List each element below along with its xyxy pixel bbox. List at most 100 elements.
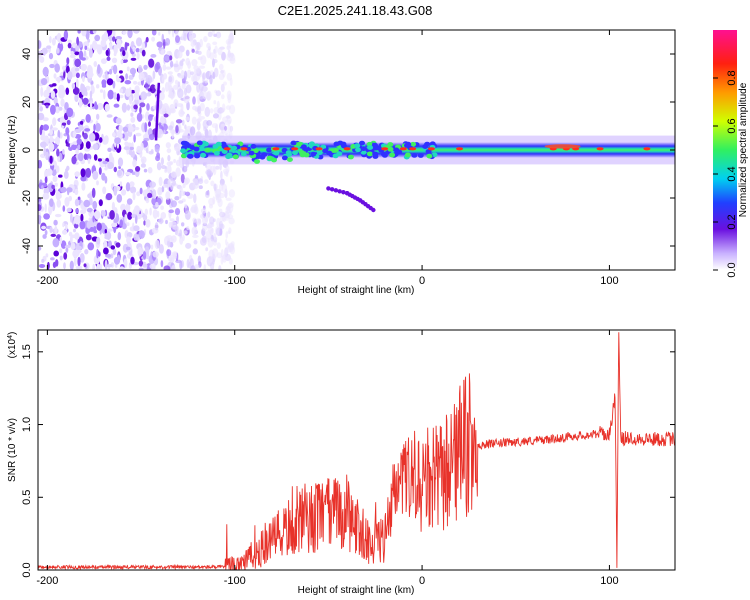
noise-blob [137, 81, 142, 86]
noise-blob [80, 83, 86, 91]
noise-blob [152, 70, 156, 80]
noise-blob [38, 159, 43, 169]
noise-blob [75, 78, 79, 89]
noise-blob [227, 124, 231, 134]
noise-blob [144, 246, 150, 255]
noise-blob [94, 210, 101, 220]
noise-blob [186, 258, 190, 269]
noise-blob [120, 203, 127, 212]
noise-blob [79, 253, 85, 263]
noise-blob [170, 91, 174, 100]
band-blob [360, 149, 367, 155]
noise-blob [132, 30, 140, 34]
noise-blob [146, 103, 150, 111]
noise-blob [71, 155, 77, 165]
band-blob [360, 146, 367, 152]
noise-blob [138, 72, 145, 81]
noise-blob [229, 210, 232, 216]
noise-blob [75, 245, 82, 250]
noise-blob [75, 208, 79, 213]
noise-blob [227, 245, 235, 251]
noise-blob [175, 35, 180, 43]
band-blob [180, 148, 187, 154]
noise-blob [170, 221, 177, 227]
noise-blob [83, 206, 87, 211]
band-blob [193, 146, 200, 152]
noise-blob [77, 256, 81, 267]
noise-blob [130, 151, 135, 158]
noise-blob [76, 36, 79, 46]
band-blob [336, 151, 343, 157]
band-blob [366, 151, 373, 157]
noise-blob [204, 179, 209, 185]
noise-blob [38, 204, 42, 212]
band-blob [425, 149, 432, 154]
noise-blob [91, 187, 96, 198]
noise-blob [219, 228, 223, 236]
noise-blob [134, 85, 140, 94]
noise-blob [125, 202, 131, 212]
noise-blob [221, 51, 226, 61]
noise-blob [215, 31, 222, 39]
noise-blob [112, 132, 116, 138]
noise-blob [219, 163, 222, 171]
y-tick-label: 40 [21, 48, 33, 60]
noise-blob [183, 32, 187, 42]
noise-blob [149, 263, 156, 269]
band-hotspot [240, 147, 248, 151]
colorbar-tick-label: 0.6 [726, 118, 738, 133]
noise-blob [133, 233, 139, 241]
noise-blob [85, 114, 91, 123]
noise-blob [49, 198, 54, 208]
noise-blob [77, 30, 81, 34]
noise-blob [61, 122, 67, 126]
band-blob [202, 141, 209, 147]
noise-blob [229, 53, 236, 62]
noise-blob [102, 160, 108, 165]
noise-blob [163, 265, 171, 270]
noise-blob [162, 183, 169, 188]
noise-blob [100, 58, 107, 64]
band-blob [426, 153, 433, 159]
noise-blob [174, 227, 178, 236]
noise-blob [168, 209, 174, 214]
noise-blob [42, 192, 50, 200]
band-hotspot [544, 144, 581, 149]
noise-blob [122, 131, 129, 142]
noise-blob [158, 31, 161, 36]
band-blob [389, 152, 396, 158]
noise-blob [177, 103, 183, 108]
noise-blob [103, 89, 106, 100]
noise-blob [209, 216, 215, 225]
vertical-streak [154, 82, 161, 141]
noise-blob [140, 156, 147, 164]
noise-blob [132, 192, 136, 201]
band-blob [266, 155, 273, 161]
noise-blob [216, 242, 221, 250]
band-blob [231, 145, 238, 151]
noise-blob [116, 194, 123, 203]
noise-blob [200, 213, 204, 219]
band-blob [299, 152, 306, 158]
noise-blob [53, 219, 58, 226]
figure-title: C2E1.2025.241.18.43.G08 [278, 3, 433, 18]
noise-blob [118, 70, 123, 74]
noise-blob [104, 103, 111, 112]
noise-blob [96, 265, 100, 270]
band-hotspot [223, 147, 231, 151]
noise-blob [185, 57, 190, 66]
noise-blob [71, 82, 76, 90]
noise-blob [85, 167, 92, 178]
noise-blob [130, 112, 134, 117]
noise-blob [62, 229, 68, 235]
noise-blob [106, 114, 113, 118]
noise-blob [173, 63, 179, 68]
noise-blob [165, 66, 172, 70]
tail-curve-dot [329, 187, 335, 192]
noise-blob [115, 242, 121, 248]
noise-blob [81, 30, 87, 37]
band-blob [281, 155, 288, 161]
noise-blob [70, 234, 73, 244]
noise-blob [66, 207, 72, 213]
noise-blob [128, 74, 134, 80]
